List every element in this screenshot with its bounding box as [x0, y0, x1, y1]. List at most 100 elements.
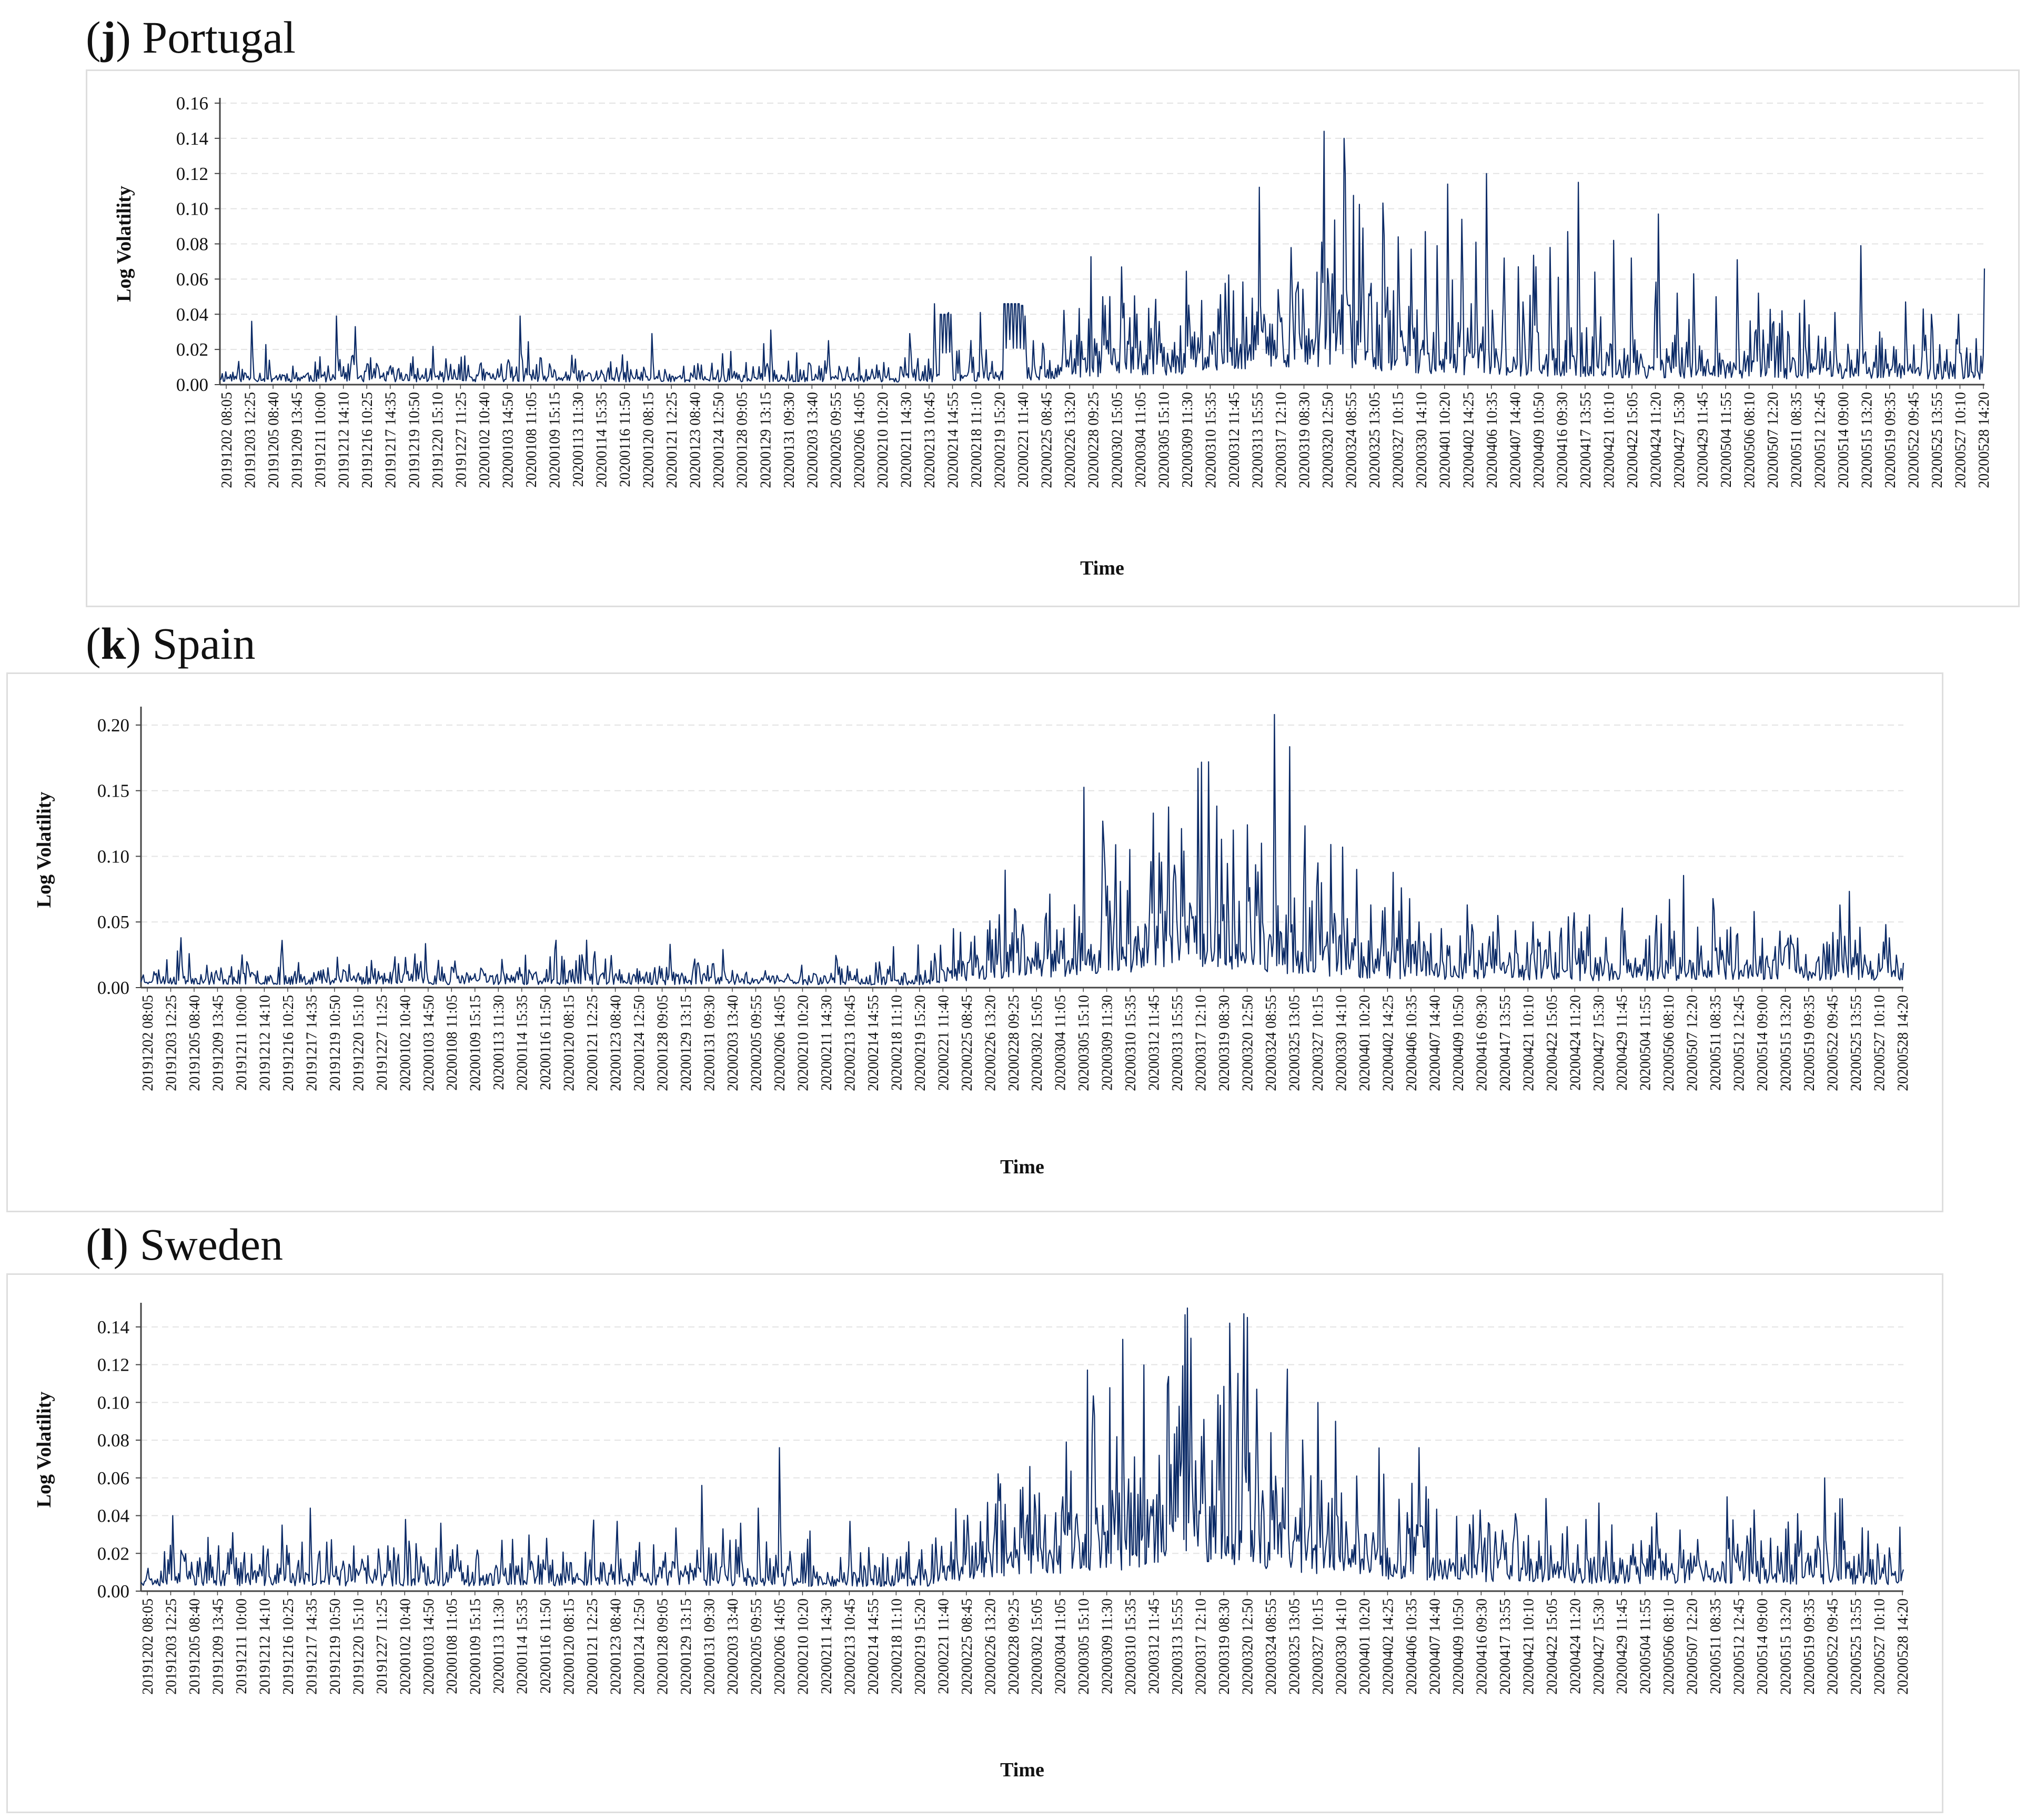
x-axis-title: Time	[1000, 1759, 1044, 1781]
x-tick-label: 20200131 09:30	[702, 1598, 718, 1695]
x-tick-label: 20200131 09:30	[702, 995, 718, 1091]
x-tick-label: 20191219 10:50	[327, 1598, 344, 1695]
x-tick-label: 20200512 12:45	[1731, 995, 1748, 1091]
x-tick-label: 20200427 15:30	[1591, 995, 1607, 1091]
x-tick-label: 20200514 09:00	[1836, 392, 1852, 488]
x-tick-label: 20200401 10:20	[1437, 392, 1454, 488]
x-tick-label: 20200324 08:55	[1263, 1598, 1279, 1695]
x-tick-label: 20200114 15:35	[515, 995, 531, 1091]
x-tick-label: 20200205 09:55	[828, 392, 844, 488]
x-tick-label: 20200102 10:40	[397, 995, 414, 1091]
x-tick-label: 20200417 13:55	[1497, 1598, 1514, 1695]
x-tick-label: 20200103 14:50	[421, 995, 437, 1091]
x-tick-label: 20191220 15:10	[350, 1598, 367, 1695]
x-tick-label: 20200330 14:10	[1414, 392, 1430, 488]
x-tick-label: 20200218 11:10	[889, 1598, 905, 1694]
x-tick-label: 20200113 11:30	[570, 392, 587, 487]
y-tick-label: 0.16	[176, 93, 208, 114]
y-tick-label: 0.00	[97, 978, 129, 998]
x-tick-label: 20200113 11:30	[491, 995, 507, 1090]
x-tick-label: 20200211 14:30	[819, 995, 835, 1091]
x-tick-label: 20200123 08:40	[688, 392, 704, 488]
x-tick-label: 20200406 10:35	[1404, 1598, 1420, 1695]
x-tick-label: 20200228 09:25	[1086, 392, 1102, 488]
x-tick-label: 20200309 11:30	[1100, 995, 1116, 1091]
x-tick-label: 20191219 10:50	[327, 995, 344, 1091]
x-tick-label: 20200417 13:55	[1578, 392, 1594, 488]
x-tick-label: 20200109 15:15	[468, 1598, 484, 1695]
y-axis-title: Log Volatility	[113, 186, 135, 302]
y-tick-label: 0.10	[97, 1392, 129, 1413]
x-tick-label: 20191209 13:45	[210, 995, 226, 1091]
x-tick-label: 20191211 10:00	[234, 995, 250, 1091]
x-tick-label: 20191212 14:10	[257, 995, 273, 1091]
x-tick-label: 20200507 12:20	[1685, 995, 1701, 1091]
x-tick-label: 20191205 08:40	[187, 995, 203, 1091]
y-tick-label: 0.12	[176, 164, 208, 184]
x-tick-label: 20191220 15:10	[350, 995, 367, 1091]
x-tick-label: 20200309 11:30	[1180, 392, 1196, 488]
chart-frame-portugal	[86, 69, 2020, 607]
x-tick-label: 20200504 11:55	[1638, 1598, 1654, 1694]
x-tick-label: 20200512 12:45	[1812, 392, 1828, 488]
panel-title-spain: (k) Spain	[86, 618, 256, 669]
x-tick-label: 20200113 11:30	[491, 1598, 507, 1694]
x-tick-label: 20200317 12:10	[1193, 1598, 1209, 1695]
x-tick-label: 20200422 15:05	[1544, 1598, 1560, 1695]
x-tick-label: 20200109 15:15	[468, 995, 484, 1091]
x-tick-label: 20200519 09:35	[1801, 1598, 1818, 1695]
x-tick-label: 20200522 09:45	[1825, 995, 1841, 1091]
x-tick-label: 20200206 14:05	[772, 995, 788, 1091]
x-tick-label: 20200128 09:05	[655, 995, 671, 1091]
x-tick-label: 20200116 11:50	[538, 995, 554, 1090]
x-tick-label: 20200327 10:15	[1310, 995, 1326, 1091]
x-tick-label: 20200519 09:35	[1801, 995, 1818, 1091]
x-tick-label: 20200402 14:25	[1380, 995, 1396, 1091]
x-tick-label: 20200210 10:20	[875, 392, 891, 488]
y-tick-label: 0.12	[97, 1355, 129, 1375]
x-tick-label: 20200218 11:10	[969, 392, 985, 488]
x-tick-label: 20200116 11:50	[617, 392, 633, 487]
x-tick-label: 20200120 08:15	[641, 392, 657, 488]
x-tick-label: 20200409 10:50	[1450, 995, 1467, 1091]
x-tick-label: 20200206 14:05	[772, 1598, 788, 1695]
x-tick-label: 20200320 12:50	[1240, 1598, 1256, 1695]
x-tick-label: 20191209 13:45	[289, 392, 306, 488]
x-tick-label: 20200121 12:25	[584, 1598, 601, 1695]
x-tick-label: 20200522 09:45	[1825, 1598, 1841, 1695]
x-tick-label: 20200219 15:20	[912, 1598, 929, 1695]
x-tick-label: 20200228 09:25	[1006, 1598, 1022, 1695]
x-tick-label: 20200225 08:45	[959, 995, 975, 1091]
x-tick-label: 20200310 15:35	[1123, 1598, 1139, 1695]
x-tick-label: 20200506 08:10	[1661, 1598, 1677, 1695]
x-tick-label: 20200226 13:20	[1062, 392, 1078, 488]
x-tick-label: 20200525 13:55	[1848, 1598, 1864, 1695]
x-tick-label: 20200527 10:10	[1952, 392, 1969, 488]
x-tick-label: 20191217 14:35	[304, 1598, 320, 1695]
x-tick-label: 20200527 10:10	[1872, 1598, 1888, 1695]
x-tick-label: 20200124 12:50	[631, 995, 648, 1091]
x-tick-label: 20191211 10:00	[234, 1598, 250, 1694]
x-tick-label: 20200401 10:20	[1357, 1598, 1373, 1695]
chart-frame-sweden	[6, 1273, 1943, 1813]
x-tick-label: 20191216 10:25	[280, 1598, 297, 1695]
y-tick-label: 0.02	[97, 1543, 129, 1564]
x-tick-label: 20200120 08:15	[561, 1598, 578, 1695]
x-tick-label: 20200228 09:25	[1006, 995, 1022, 1091]
x-tick-label: 20200213 10:45	[842, 1598, 858, 1695]
y-axis-title: Log Volatility	[33, 1392, 55, 1508]
x-tick-label: 20200424 11:20	[1567, 1598, 1584, 1694]
x-tick-label: 20191219 10:50	[406, 392, 422, 488]
x-tick-label: 20200221 11:40	[935, 995, 952, 1091]
x-tick-label: 20200109 15:15	[547, 392, 563, 488]
y-tick-label: 0.00	[97, 1581, 129, 1602]
x-tick-label: 20200401 10:20	[1357, 995, 1373, 1091]
x-tick-label: 20200312 11:45	[1146, 1598, 1163, 1694]
chart-spain: 0.00 0.05 0.10 0.15 0.20 20191202 08:05 201912…	[33, 707, 1911, 1178]
x-tick-label: 20200522 09:45	[1906, 392, 1922, 488]
x-tick-label: 20200330 14:10	[1333, 1598, 1349, 1695]
y-tick-label: 0.14	[97, 1317, 129, 1338]
y-tick-label: 0.04	[97, 1506, 129, 1526]
x-tick-label: 20200319 08:30	[1216, 1598, 1233, 1695]
x-tick-label: 20200402 14:25	[1460, 392, 1477, 488]
